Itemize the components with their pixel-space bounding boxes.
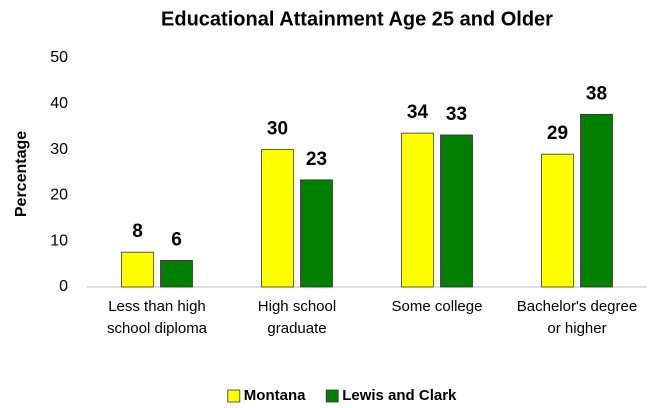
y-tick-label: 0 xyxy=(59,278,68,295)
data-label: 30 xyxy=(267,119,288,140)
data-label: 29 xyxy=(547,123,568,144)
bar xyxy=(300,179,333,288)
bar xyxy=(160,260,193,288)
data-label: 38 xyxy=(586,83,607,104)
data-label: 8 xyxy=(132,221,143,242)
legend-label: Montana xyxy=(244,387,306,404)
legend-swatch xyxy=(325,389,339,403)
bar xyxy=(440,134,473,288)
y-tick-label: 10 xyxy=(50,232,68,249)
data-label: 33 xyxy=(446,104,467,125)
x-tick-label: Bachelor's degree or higher xyxy=(516,298,638,337)
bar xyxy=(261,149,294,288)
y-tick-label: 20 xyxy=(50,187,68,204)
chart-title: Educational Attainment Age 25 and Older xyxy=(161,8,553,30)
x-tick-label: Some college xyxy=(391,298,483,315)
y-axis-label: Percentage xyxy=(13,131,30,217)
data-label: 23 xyxy=(306,149,327,170)
y-tick-label: 40 xyxy=(50,95,68,112)
x-tick-label: Less than high school diploma xyxy=(106,298,208,337)
bar xyxy=(541,153,574,288)
y-tick-label: 50 xyxy=(50,49,68,66)
y-tick-label: 30 xyxy=(50,141,68,158)
x-tick-label: High school graduate xyxy=(257,298,337,337)
bar xyxy=(401,132,434,288)
bar xyxy=(121,251,154,288)
data-label: 6 xyxy=(171,229,182,250)
bar xyxy=(580,113,613,288)
legend-swatch xyxy=(227,389,241,403)
legend-label: Lewis and Clark xyxy=(342,387,457,404)
data-label: 34 xyxy=(407,102,429,123)
